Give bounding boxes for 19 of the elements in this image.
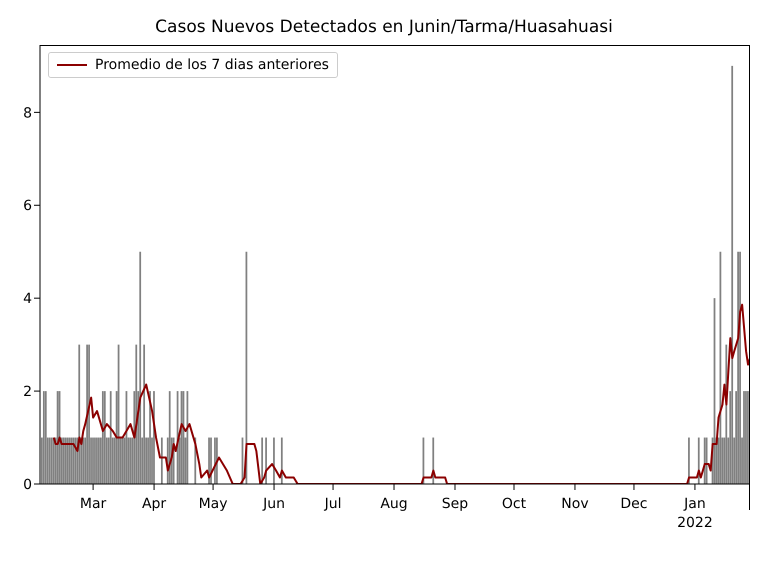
y-tick-label: 8 <box>23 105 32 122</box>
x-tick-label: Jan 2022 <box>677 496 713 531</box>
x-tick-label: Jun <box>262 496 285 512</box>
x-tick-label: Sep <box>442 496 468 512</box>
x-tick-label: Mar <box>80 496 107 512</box>
chart-title: Casos Nuevos Detectados en Junin/Tarma/Huasahuasi <box>154 17 614 37</box>
x-tick-label: Oct <box>502 496 527 512</box>
x-tick-label: Dec <box>620 496 648 512</box>
y-tick-label: 0 <box>23 476 32 493</box>
x-tick-label: Aug <box>380 496 408 512</box>
y-tick-label: 6 <box>23 198 32 214</box>
x-tick-label: May <box>198 496 228 512</box>
x-tick-label: Jul <box>324 496 342 512</box>
y-tick-label: 4 <box>23 291 32 308</box>
x-tick-label: Apr <box>142 496 166 512</box>
y-tick-label: 2 <box>23 384 32 400</box>
x-tick-label: Nov <box>561 496 589 512</box>
legend-label: Promedio de los 7 dias anteriores <box>95 57 329 73</box>
line-series <box>52 304 750 484</box>
